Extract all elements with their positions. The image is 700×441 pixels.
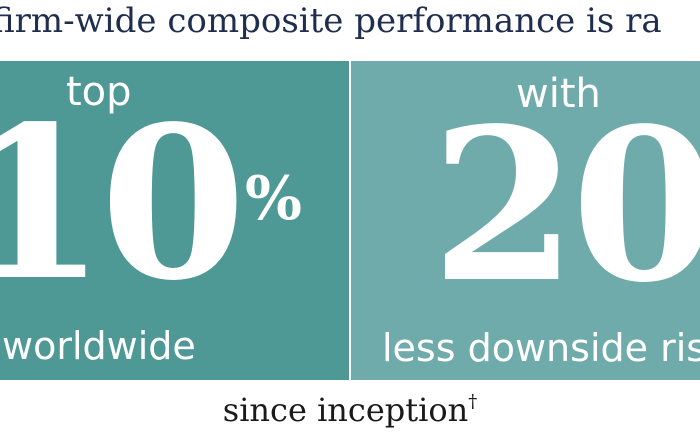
headline: firm-wide composite performance is ra <box>0 0 700 58</box>
left-lead-text: top <box>66 69 132 115</box>
percent-sign: % <box>245 164 303 234</box>
dagger-mark: † <box>468 391 478 412</box>
headline-text: firm-wide composite performance is ra <box>0 1 662 41</box>
right-big-figure: 20 <box>431 82 700 329</box>
right-stat-panel: with 20 less downside ris <box>351 61 700 380</box>
right-caption: less downside ris <box>382 326 700 370</box>
footer-text: since inception <box>222 391 469 429</box>
left-stat-panel: top 10 % worldwide <box>0 61 349 380</box>
footer-note: since inception† <box>0 385 700 435</box>
right-lead-text: with <box>516 71 601 117</box>
left-caption: worldwide <box>2 324 196 368</box>
left-big-figure: 10 <box>0 80 246 327</box>
